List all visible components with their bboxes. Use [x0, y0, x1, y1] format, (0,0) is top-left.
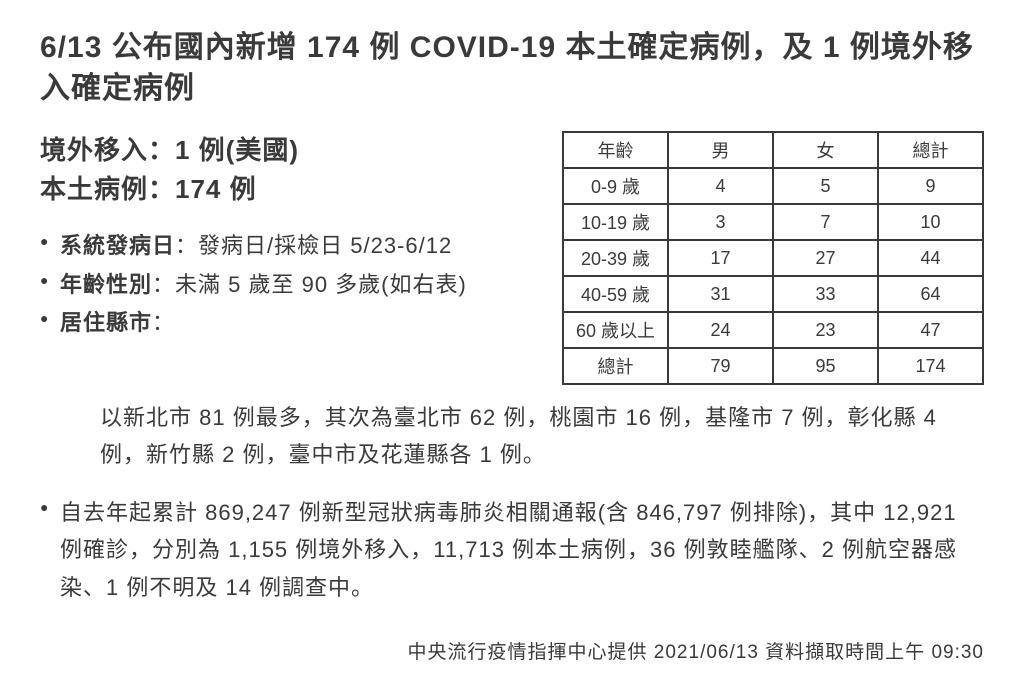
page-title: 6/13 公布國內新增 174 例 COVID-19 本土確定病例，及 1 例境… [40, 28, 984, 109]
cumulative-stats: 自去年起累計 869,247 例新型冠狀病毒肺炎相關通報(含 846,797 例… [40, 494, 984, 606]
age-table: 年齡 男 女 總計 0-9 歲 4 5 9 10-19 歲 3 7 10 [562, 131, 984, 385]
age-label: 年齡性別 [60, 272, 152, 297]
cell: 31 [668, 276, 773, 312]
th-total: 總計 [878, 132, 983, 168]
bullet-list: 系統發病日：發病日/採檢日 5/23-6/12 年齡性別：未滿 5 歲至 90 … [40, 227, 532, 343]
cell: 79 [668, 348, 773, 384]
table-row: 60 歲以上 24 23 47 [563, 312, 983, 348]
bullet-onset: 系統發病日：發病日/採檢日 5/23-6/12 [40, 227, 532, 266]
cell: 20-39 歲 [563, 240, 668, 276]
cell: 33 [773, 276, 878, 312]
left-column: 境外移入：1 例(美國) 本土病例：174 例 系統發病日：發病日/採檢日 5/… [40, 131, 532, 343]
bullet-age: 年齡性別：未滿 5 歲至 90 多歲(如右表) [40, 266, 532, 305]
cell: 60 歲以上 [563, 312, 668, 348]
table-row: 0-9 歲 4 5 9 [563, 168, 983, 204]
county-label: 居住縣市 [60, 310, 152, 335]
cell: 27 [773, 240, 878, 276]
cell: 7 [773, 204, 878, 240]
cell: 47 [878, 312, 983, 348]
table-row: 40-59 歲 31 33 64 [563, 276, 983, 312]
th-female: 女 [773, 132, 878, 168]
imported-cases: 境外移入：1 例(美國) [40, 131, 532, 170]
age-value: ：未滿 5 歲至 90 多歲(如右表) [152, 272, 467, 297]
cell: 5 [773, 168, 878, 204]
cell: 23 [773, 312, 878, 348]
table-row: 20-39 歲 17 27 44 [563, 240, 983, 276]
local-cases: 本土病例：174 例 [40, 170, 532, 209]
cell: 10-19 歲 [563, 204, 668, 240]
cell: 總計 [563, 348, 668, 384]
th-age: 年齡 [563, 132, 668, 168]
cell: 40-59 歲 [563, 276, 668, 312]
onset-label: 系統發病日 [60, 233, 175, 258]
footer-credit: 中央流行疫情指揮中心提供 2021/06/13 資料擷取時間上午 09:30 [408, 637, 984, 664]
age-table-body: 0-9 歲 4 5 9 10-19 歲 3 7 10 20-39 歲 17 27… [563, 168, 983, 384]
cell: 174 [878, 348, 983, 384]
onset-value: ：發病日/採檢日 5/23-6/12 [175, 233, 452, 258]
age-table-wrap: 年齡 男 女 總計 0-9 歲 4 5 9 10-19 歲 3 7 10 [562, 131, 984, 385]
table-row: 10-19 歲 3 7 10 [563, 204, 983, 240]
cell: 64 [878, 276, 983, 312]
cell: 44 [878, 240, 983, 276]
cell: 10 [878, 204, 983, 240]
cell: 4 [668, 168, 773, 204]
bullet-county: 居住縣市： [40, 304, 532, 343]
cell: 95 [773, 348, 878, 384]
cell: 9 [878, 168, 983, 204]
cell: 17 [668, 240, 773, 276]
content-row: 境外移入：1 例(美國) 本土病例：174 例 系統發病日：發病日/採檢日 5/… [40, 131, 984, 385]
cell: 3 [668, 204, 773, 240]
cell: 0-9 歲 [563, 168, 668, 204]
table-row-total: 總計 79 95 174 [563, 348, 983, 384]
th-male: 男 [668, 132, 773, 168]
cell: 24 [668, 312, 773, 348]
county-colon: ： [152, 310, 175, 335]
county-breakdown: 以新北市 81 例最多，其次為臺北市 62 例，桃園市 16 例，基隆市 7 例… [100, 399, 984, 474]
table-header-row: 年齡 男 女 總計 [563, 132, 983, 168]
